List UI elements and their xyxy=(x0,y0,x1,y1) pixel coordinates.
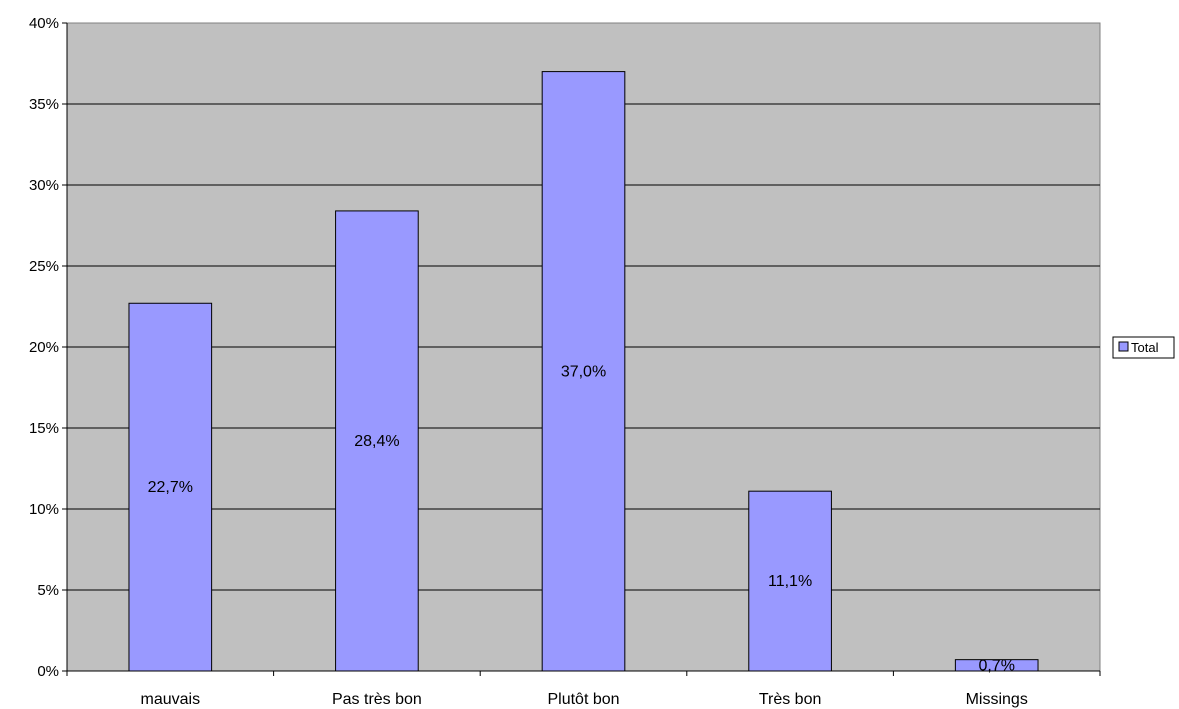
x-tick-label: Très bon xyxy=(759,691,822,708)
data-label: 0,7% xyxy=(978,657,1014,674)
data-labels: 22,7% 28,4% 37,0% 11,1% 0,7% xyxy=(148,363,1015,674)
y-axis-ticks: 0% 5% 10% 15% 20% 25% 30% 35% 40% xyxy=(29,15,67,680)
x-tick-label: Missings xyxy=(966,691,1028,708)
bar xyxy=(335,210,419,672)
y-tick-label: 40% xyxy=(29,15,59,32)
legend-label: Total xyxy=(1131,340,1159,355)
x-tick-label: Plutôt bon xyxy=(547,691,619,708)
y-tick-label: 20% xyxy=(29,339,59,356)
data-label: 37,0% xyxy=(561,363,606,380)
y-tick-label: 0% xyxy=(37,663,59,680)
y-tick-label: 35% xyxy=(29,96,59,113)
x-tick-label: mauvais xyxy=(141,691,201,708)
bar xyxy=(748,490,832,672)
y-tick-label: 30% xyxy=(29,177,59,194)
data-label: 11,1% xyxy=(768,573,812,590)
x-axis-ticks: mauvais Pas très bon Plutôt bon Très bon Mis… xyxy=(66,671,1101,708)
bars xyxy=(128,71,1039,672)
data-label: 22,7% xyxy=(148,479,193,496)
y-tick-label: 5% xyxy=(37,582,59,599)
y-tick-label: 10% xyxy=(29,501,59,518)
y-tick-label: 15% xyxy=(29,420,59,437)
bar xyxy=(541,71,626,672)
data-label: 28,4% xyxy=(354,433,399,450)
y-tick-label: 25% xyxy=(29,258,59,275)
x-tick-label: Pas très bon xyxy=(332,691,422,708)
legend-swatch xyxy=(1118,341,1129,352)
bar xyxy=(128,302,213,672)
legend: Total xyxy=(1112,336,1175,359)
